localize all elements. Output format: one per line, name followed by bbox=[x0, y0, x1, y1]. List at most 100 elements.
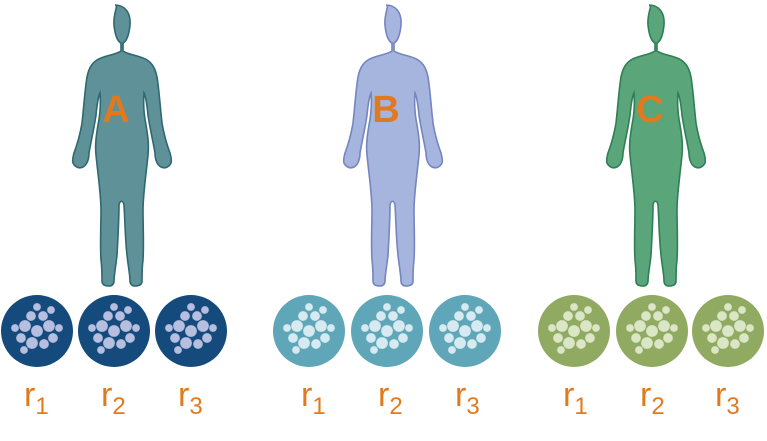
cell-icon bbox=[728, 310, 740, 322]
person-c-body bbox=[605, 4, 707, 287]
culture-dish-b-r1-icon bbox=[273, 295, 345, 367]
cell-icon bbox=[465, 310, 477, 322]
culture-dish-c-r3-icon bbox=[692, 295, 764, 367]
cell-icon bbox=[375, 310, 387, 322]
cell-icon bbox=[96, 345, 106, 355]
cell-icon bbox=[42, 319, 56, 333]
cell-icon bbox=[124, 332, 136, 344]
cell-icon bbox=[208, 323, 218, 333]
cell-icon bbox=[640, 310, 652, 322]
cell-icon bbox=[382, 302, 392, 312]
cell-icon bbox=[169, 332, 181, 344]
cell-icon bbox=[453, 336, 467, 350]
cell-icon bbox=[574, 310, 586, 322]
cell-icon bbox=[192, 338, 204, 350]
cell-icon bbox=[326, 323, 336, 333]
cell-icon bbox=[18, 319, 32, 333]
culture-dish-b-r2-icon bbox=[351, 295, 423, 367]
cell-icon bbox=[297, 336, 311, 350]
cell-icon bbox=[304, 302, 314, 312]
cell-icon bbox=[661, 305, 671, 315]
cell-icon bbox=[37, 310, 49, 322]
culture-dish-c-r2-icon bbox=[616, 295, 688, 367]
cell-icon bbox=[634, 345, 644, 355]
cell-icon bbox=[669, 323, 679, 333]
cell-icon bbox=[723, 302, 733, 312]
replicates-c: r1 r2 r3 bbox=[538, 295, 764, 420]
cell-icon bbox=[119, 319, 133, 333]
cell-icon bbox=[729, 338, 741, 350]
cell-icon bbox=[562, 336, 576, 350]
cell-icon bbox=[710, 345, 720, 355]
cell-icon bbox=[447, 345, 457, 355]
replicates-b: r1 r2 r3 bbox=[273, 295, 501, 420]
cell-icon bbox=[368, 319, 382, 333]
cell-icon bbox=[555, 319, 569, 333]
subject-a: A r1 r2 r3 bbox=[1, 4, 227, 420]
cell-icon bbox=[396, 305, 406, 315]
cell-icon bbox=[297, 310, 309, 322]
cell-icon bbox=[737, 305, 747, 315]
cell-icon bbox=[123, 305, 133, 315]
cell-icon bbox=[438, 323, 448, 333]
cell-icon bbox=[380, 324, 394, 338]
cell-icon bbox=[733, 319, 747, 333]
person-a-icon bbox=[71, 4, 173, 287]
cell-icon bbox=[179, 336, 193, 350]
cell-icon bbox=[466, 338, 478, 350]
person-a-body bbox=[71, 4, 173, 287]
cell-icon bbox=[102, 336, 116, 350]
cell-icon bbox=[547, 323, 557, 333]
subject-label-a: A bbox=[102, 89, 129, 131]
cell-icon bbox=[102, 310, 114, 322]
cell-icon bbox=[701, 323, 711, 333]
cell-icon bbox=[47, 332, 59, 344]
cell-icon bbox=[10, 323, 20, 333]
replicate-label-b-3: r3 bbox=[455, 376, 480, 420]
cell-icon bbox=[114, 310, 126, 322]
person-b-icon bbox=[342, 4, 444, 287]
cell-icon bbox=[87, 323, 97, 333]
cell-icon bbox=[404, 323, 414, 333]
cell-icon bbox=[579, 319, 593, 333]
replicate-label-c-1: r1 bbox=[563, 376, 588, 420]
cell-icon bbox=[318, 305, 328, 315]
person-c-icon bbox=[605, 4, 707, 287]
subject-b: B r1 r2 r3 bbox=[273, 4, 501, 420]
cell-icon bbox=[567, 324, 581, 338]
cell-icon bbox=[309, 310, 321, 322]
cell-icon bbox=[662, 332, 674, 344]
cell-icon bbox=[721, 324, 735, 338]
cell-icon bbox=[46, 305, 56, 315]
cell-icon bbox=[200, 305, 210, 315]
culture-dish-b-r3-icon bbox=[429, 295, 501, 367]
cell-icon bbox=[706, 332, 718, 344]
cell-icon bbox=[131, 323, 141, 333]
cell-icon bbox=[709, 319, 723, 333]
cell-icon bbox=[287, 332, 299, 344]
cell-icon bbox=[446, 319, 460, 333]
replicate-label-a-1: r1 bbox=[24, 376, 49, 420]
cell-icon bbox=[387, 310, 399, 322]
cell-icon bbox=[365, 332, 377, 344]
cell-icon bbox=[392, 319, 406, 333]
cell-icon bbox=[556, 345, 566, 355]
cell-icon bbox=[745, 323, 755, 333]
replicates-a: r1 r2 r3 bbox=[1, 295, 227, 420]
cell-icon bbox=[575, 338, 587, 350]
cell-icon bbox=[32, 302, 42, 312]
cell-icon bbox=[591, 323, 601, 333]
replicate-label-b-2: r2 bbox=[378, 376, 403, 420]
cell-icon bbox=[107, 324, 121, 338]
cell-icon bbox=[716, 310, 728, 322]
cell-icon bbox=[92, 332, 104, 344]
cell-icon bbox=[360, 323, 370, 333]
cell-icon bbox=[647, 302, 657, 312]
replicate-label-b-1: r1 bbox=[301, 376, 326, 420]
cell-icon bbox=[302, 324, 316, 338]
cell-icon bbox=[470, 319, 484, 333]
cell-icon bbox=[388, 338, 400, 350]
cell-icon bbox=[633, 319, 647, 333]
replicate-label-a-3: r3 bbox=[178, 376, 203, 420]
